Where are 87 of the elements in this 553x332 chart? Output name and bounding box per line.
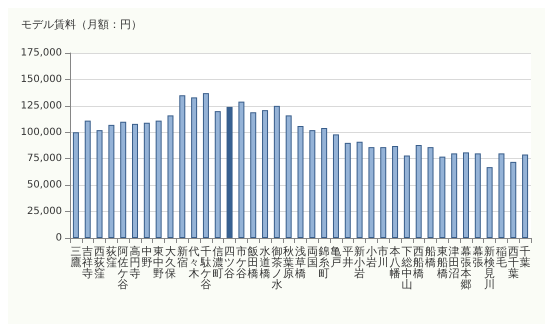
bar <box>510 162 516 238</box>
chart-title: モデル賃料（月額：円） <box>21 18 142 31</box>
bar <box>474 153 481 238</box>
bar <box>380 147 386 238</box>
x-tick-label: 本八幡 <box>390 245 401 280</box>
bar <box>274 106 280 238</box>
bar <box>226 106 233 238</box>
x-tick-label: 市ケ谷 <box>236 245 247 280</box>
x-tick-label: 東船橋 <box>436 245 448 280</box>
x-tick-label: 信濃町 <box>212 245 224 280</box>
bar <box>214 111 221 238</box>
bar <box>439 156 446 238</box>
bar <box>416 144 422 238</box>
x-tick-label: 大久保 <box>164 245 176 280</box>
x-tick-label: 西荻窪 <box>94 245 106 280</box>
bar <box>428 147 434 238</box>
bar <box>132 124 138 238</box>
y-tick-label: 100,000 <box>20 126 62 138</box>
bar <box>486 167 493 238</box>
x-tick-label: 秋葉原 <box>283 245 294 280</box>
bar <box>72 132 79 238</box>
x-tick-label: 平井 <box>342 245 354 269</box>
x-tick-label: 下総中山 <box>400 245 412 291</box>
bar <box>144 122 150 238</box>
y-tick-label: 175,000 <box>20 48 62 58</box>
x-tick-label: 阿佐ケ谷 <box>118 245 129 291</box>
bar <box>451 153 458 238</box>
bar <box>368 147 374 238</box>
x-tick-label: 御茶ノ水 <box>271 245 282 291</box>
x-tick-label: 稲毛 <box>496 245 507 269</box>
x-tick-label: 千葉 <box>520 245 531 269</box>
x-tick-label: 浅草橋 <box>295 245 306 280</box>
y-tick-label: 150,000 <box>20 74 62 85</box>
y-tick-label: 125,000 <box>20 100 62 112</box>
bar <box>120 122 126 238</box>
x-tick-label: 三鷹 <box>70 245 82 269</box>
x-tick-label: 幕張 <box>472 245 484 269</box>
x-tick-label: 千駄ケ谷 <box>199 245 212 291</box>
bar <box>191 97 198 238</box>
bar <box>202 93 209 238</box>
x-tick-label: 錦糸町 <box>318 245 330 280</box>
bar <box>344 142 351 238</box>
y-tick-label: 25,000 <box>27 206 62 218</box>
x-tick-label: 西船橋 <box>413 245 424 280</box>
x-tick-label: 荻窪 <box>106 245 117 269</box>
bar <box>108 124 114 238</box>
bar <box>332 134 339 238</box>
y-tick-label: 75,000 <box>27 153 62 164</box>
bar <box>462 152 469 238</box>
bar <box>250 112 256 238</box>
bar <box>84 120 91 238</box>
x-tick-label: 四ツ谷 <box>224 245 236 280</box>
bar <box>404 156 410 238</box>
bar <box>96 130 103 238</box>
bar <box>298 126 304 238</box>
x-tick-label: 飯田橋 <box>248 245 259 280</box>
bar <box>522 154 528 238</box>
bar <box>156 120 162 238</box>
x-tick-label: 新小岩 <box>354 245 366 280</box>
x-tick-label: 市川 <box>378 245 389 269</box>
x-tick-label: 中野 <box>141 245 152 269</box>
bar <box>309 130 316 238</box>
bar <box>356 142 363 238</box>
x-tick-label: 新検見川 <box>484 245 496 291</box>
x-tick-label: 水道橋 <box>260 245 271 280</box>
bar <box>238 102 244 238</box>
x-tick-label: 小岩 <box>366 245 377 269</box>
y-tick-label: 50,000 <box>27 180 62 191</box>
bar <box>392 146 398 238</box>
bar <box>498 153 504 238</box>
x-tick-label: 東中野 <box>153 245 164 280</box>
x-tick-label: 幕張本郷 <box>460 245 472 291</box>
x-tick-label: 新宿 <box>176 245 188 269</box>
y-tick-label: 0 <box>56 232 62 244</box>
bar <box>262 110 268 238</box>
bar <box>286 115 292 238</box>
x-tick-label: 高円寺 <box>130 245 141 280</box>
x-tick-label: 両国 <box>306 245 318 269</box>
x-tick-label: 吉祥寺 <box>82 245 94 280</box>
x-tick-label: 西千葉 <box>508 245 519 280</box>
bar <box>321 128 328 238</box>
bar <box>167 115 174 238</box>
x-tick-label: 津田沼 <box>448 245 460 280</box>
x-tick-label: 船橋 <box>425 245 436 269</box>
x-tick-label: 代々木 <box>188 245 200 280</box>
x-tick-label: 亀戸 <box>330 245 342 269</box>
bar <box>179 95 186 238</box>
